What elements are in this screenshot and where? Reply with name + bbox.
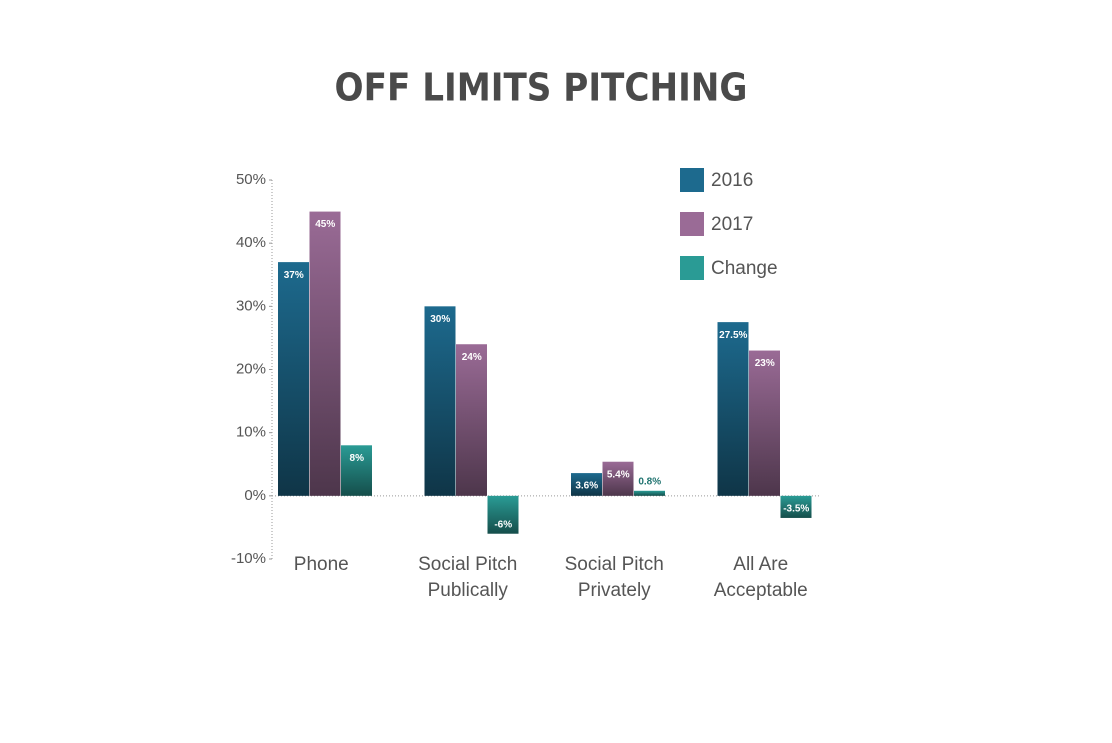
bar [717, 322, 749, 496]
y-tick-label: -10% [231, 550, 266, 567]
legend-label: 2016 [711, 170, 753, 191]
legend-swatch [680, 256, 704, 280]
bar [602, 461, 634, 496]
value-label: 8% [350, 453, 365, 464]
value-label: 37% [284, 270, 304, 281]
bar [309, 211, 341, 496]
y-tick-label: 40% [236, 234, 266, 251]
x-tick-label: Social Pitch Publically [418, 554, 518, 601]
y-tick-label: 30% [236, 297, 266, 314]
legend-swatch [680, 168, 704, 192]
bar [456, 344, 487, 496]
legend-label: 2017 [711, 214, 753, 235]
bar [341, 445, 372, 496]
legend-swatch [680, 212, 704, 236]
value-label: 0.8% [638, 476, 661, 487]
value-label: 24% [462, 352, 482, 363]
bar [634, 490, 665, 496]
value-label: 27.5% [719, 330, 747, 341]
y-tick-label: 0% [244, 487, 266, 504]
x-tick-label: Phone [293, 554, 349, 575]
bar [424, 306, 456, 496]
value-label: 3.6% [575, 481, 598, 492]
value-label: -6% [494, 519, 512, 530]
value-label: 30% [430, 314, 450, 325]
bar [278, 262, 309, 496]
x-tick-label: Social Pitch Privately [564, 554, 664, 601]
value-label: 23% [755, 358, 775, 369]
y-tick-label: 20% [236, 360, 266, 377]
x-tick-label: All Are Acceptable [713, 554, 808, 601]
bar [780, 495, 812, 518]
bar [487, 495, 519, 534]
bar [571, 473, 602, 496]
value-label: 5.4% [607, 469, 630, 480]
value-label: 45% [315, 219, 335, 230]
y-tick-label: 10% [236, 424, 266, 441]
chart-title: OFF LIMITS PITCHING [335, 66, 748, 110]
legend-label: Change [711, 258, 778, 279]
y-tick-label: 50% [236, 171, 266, 188]
bar [749, 350, 780, 496]
value-label: -3.5% [783, 504, 809, 515]
